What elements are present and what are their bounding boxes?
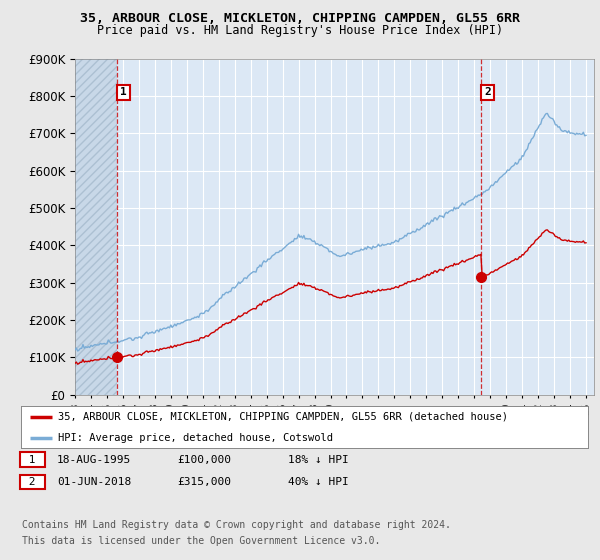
- Text: £315,000: £315,000: [177, 477, 231, 487]
- Text: 35, ARBOUR CLOSE, MICKLETON, CHIPPING CAMPDEN, GL55 6RR: 35, ARBOUR CLOSE, MICKLETON, CHIPPING CA…: [80, 12, 520, 25]
- Text: 1: 1: [22, 455, 43, 465]
- Text: 18% ↓ HPI: 18% ↓ HPI: [288, 455, 349, 465]
- Text: Price paid vs. HM Land Registry's House Price Index (HPI): Price paid vs. HM Land Registry's House …: [97, 24, 503, 36]
- Text: Contains HM Land Registry data © Crown copyright and database right 2024.: Contains HM Land Registry data © Crown c…: [22, 520, 451, 530]
- Text: 40% ↓ HPI: 40% ↓ HPI: [288, 477, 349, 487]
- Text: 2: 2: [22, 477, 43, 487]
- Text: 35, ARBOUR CLOSE, MICKLETON, CHIPPING CAMPDEN, GL55 6RR (detached house): 35, ARBOUR CLOSE, MICKLETON, CHIPPING CA…: [58, 412, 508, 422]
- Text: £100,000: £100,000: [177, 455, 231, 465]
- Text: 01-JUN-2018: 01-JUN-2018: [57, 477, 131, 487]
- Bar: [75, 59, 117, 395]
- Bar: [75, 59, 117, 395]
- Text: 2: 2: [484, 87, 491, 97]
- Text: HPI: Average price, detached house, Cotswold: HPI: Average price, detached house, Cots…: [58, 433, 333, 443]
- Text: 1: 1: [120, 87, 127, 97]
- Text: This data is licensed under the Open Government Licence v3.0.: This data is licensed under the Open Gov…: [22, 536, 380, 547]
- Text: 18-AUG-1995: 18-AUG-1995: [57, 455, 131, 465]
